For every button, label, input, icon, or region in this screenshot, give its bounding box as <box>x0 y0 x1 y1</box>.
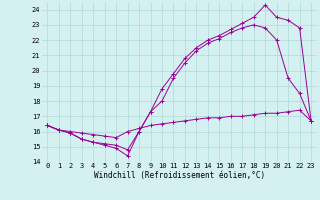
X-axis label: Windchill (Refroidissement éolien,°C): Windchill (Refroidissement éolien,°C) <box>94 171 265 180</box>
